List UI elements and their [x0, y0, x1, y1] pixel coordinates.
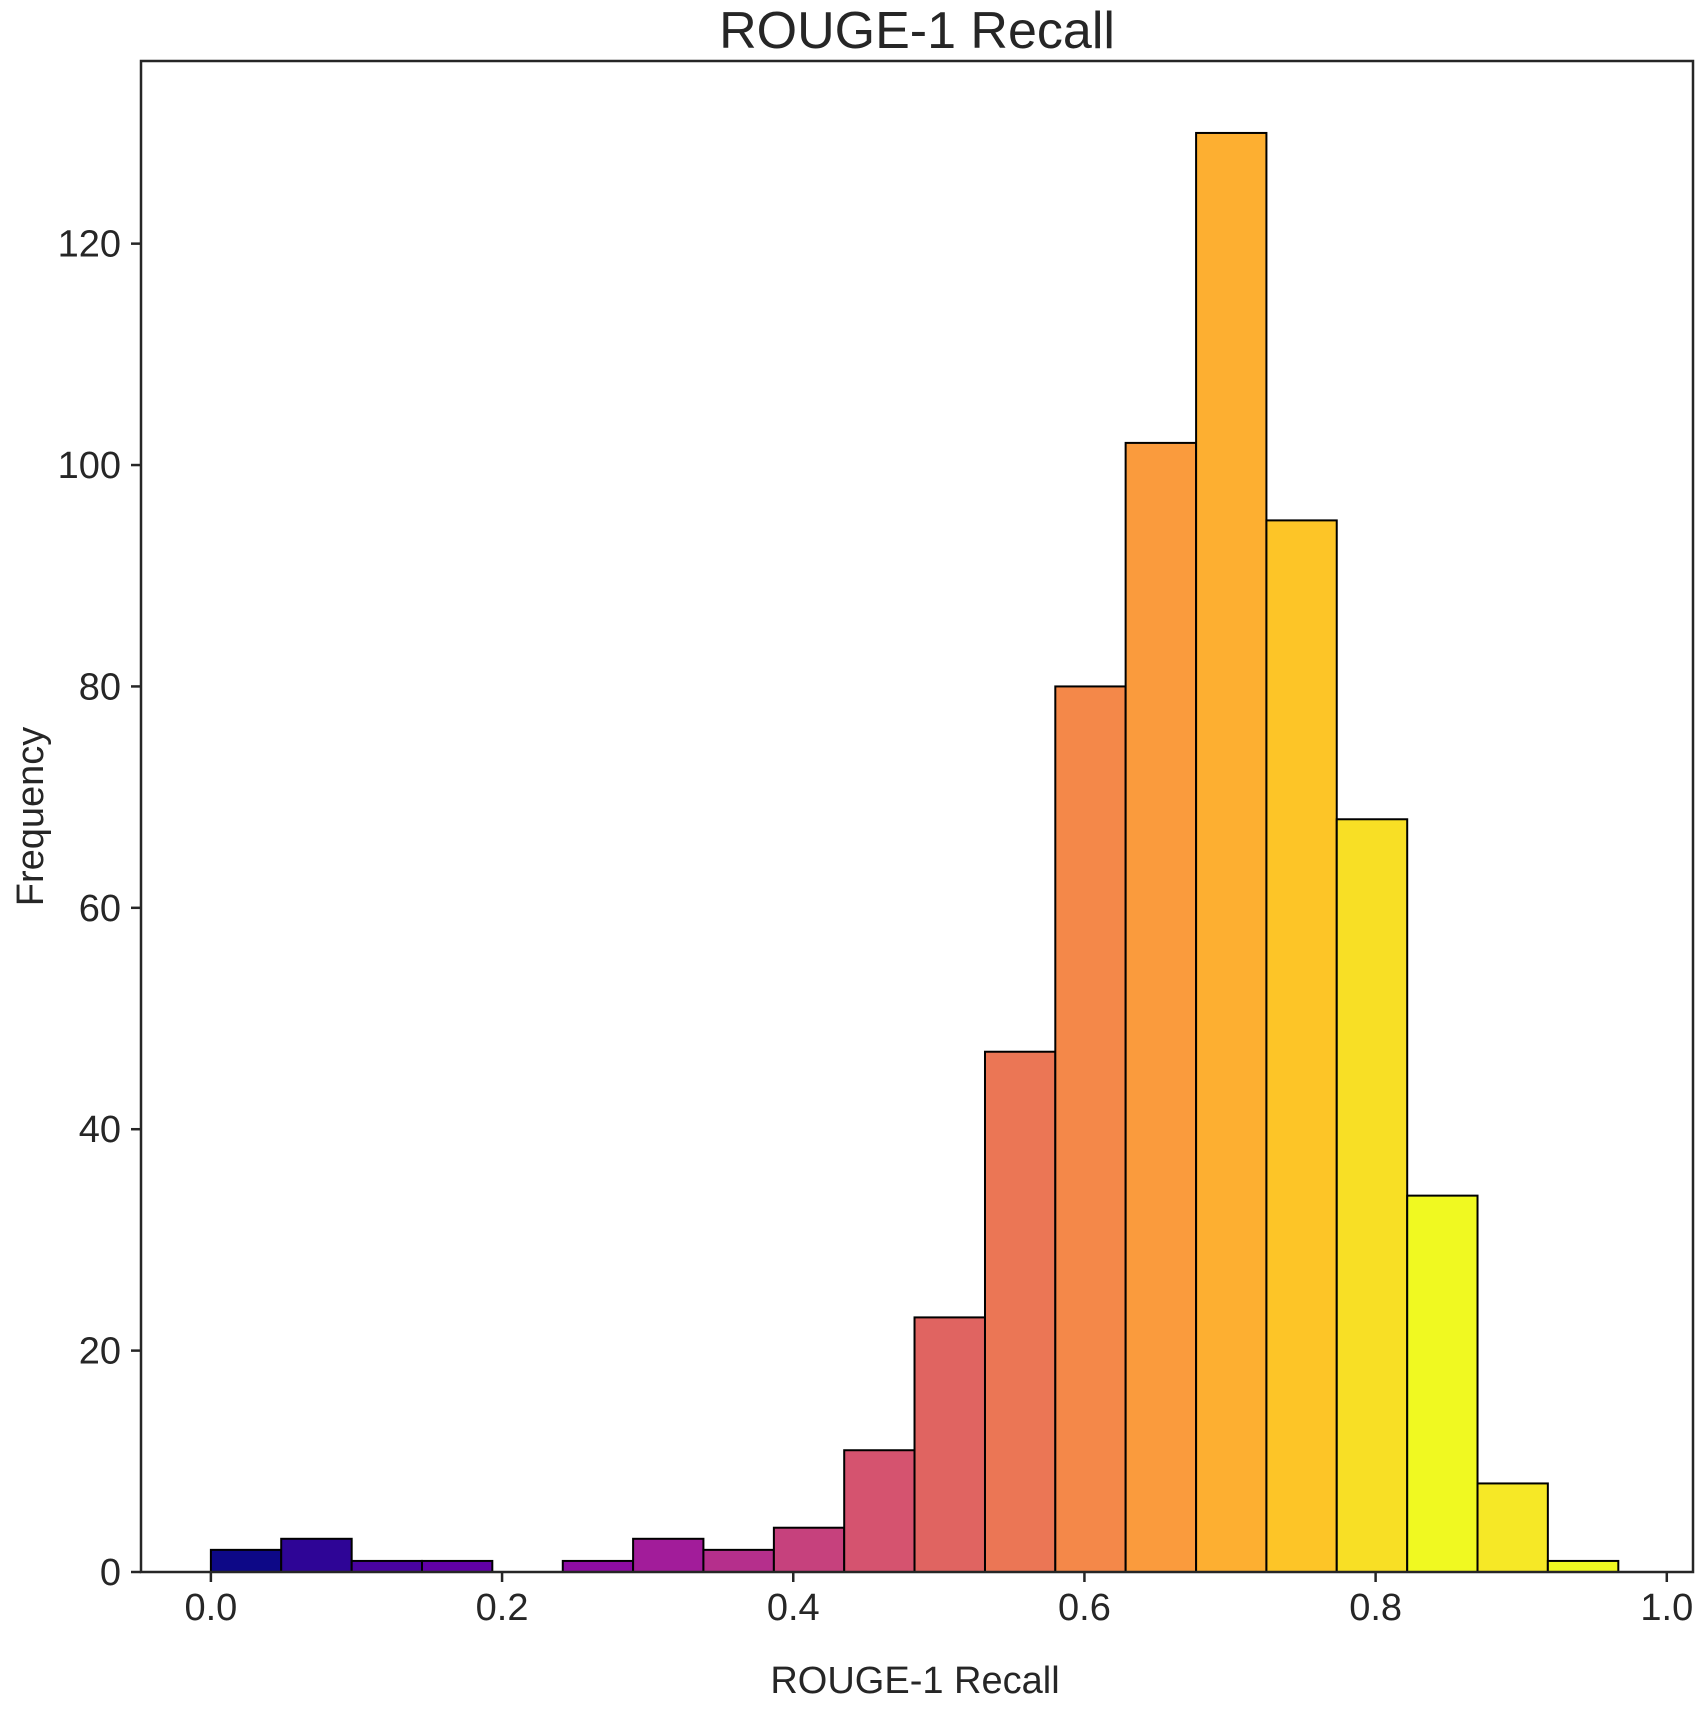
axes-frame: [139, 59, 1695, 1574]
histogram-bar: [632, 1537, 705, 1574]
y-tick-label: 120: [58, 224, 121, 266]
y-tick-label: 60: [79, 888, 121, 930]
histogram-bar: [1265, 519, 1338, 1573]
histogram-bar: [983, 1050, 1057, 1573]
y-tick-label: 100: [58, 445, 121, 487]
histogram-bar: [1335, 818, 1409, 1573]
y-tick-label: 0: [100, 1552, 121, 1594]
histogram-bar: [280, 1537, 353, 1574]
x-tick-label: 1.0: [1640, 1587, 1693, 1629]
y-tick-label: 80: [79, 666, 121, 708]
histogram-bar: [209, 1548, 283, 1574]
histogram-bar: [420, 1559, 494, 1574]
y-ticks: 0 20 40 60 80 100 120: [58, 224, 141, 1594]
histogram-bar: [1124, 441, 1198, 1573]
x-tick-label: 0.2: [476, 1587, 529, 1629]
x-axis-label: ROUGE-1 Recall: [770, 1660, 1059, 1702]
histogram-bar: [1476, 1482, 1549, 1574]
histogram-bar: [1406, 1194, 1479, 1573]
histogram-bar: [561, 1559, 635, 1574]
histogram-bar: [913, 1316, 986, 1574]
histogram-bar: [1546, 1559, 1620, 1574]
histogram-bar: [350, 1559, 423, 1574]
histogram-bar: [1195, 131, 1268, 1573]
histogram-bar: [1054, 685, 1127, 1573]
x-tick-label: 0.4: [767, 1587, 820, 1629]
histogram-bar: [772, 1526, 846, 1573]
histogram-bar: [702, 1548, 775, 1574]
y-tick-label: 20: [79, 1331, 121, 1373]
histogram-bar: [843, 1449, 916, 1573]
x-tick-label: 0.0: [184, 1587, 237, 1629]
y-tick-label: 40: [79, 1109, 121, 1151]
chart-title: ROUGE-1 Recall: [719, 2, 1115, 60]
y-axis-label: Frequency: [10, 727, 52, 907]
x-tick-label: 0.8: [1349, 1587, 1402, 1629]
bars-layer: [209, 131, 1620, 1574]
x-ticks: 0.0 0.2 0.4 0.6 0.8 1.0: [184, 1572, 1693, 1629]
x-tick-label: 0.6: [1058, 1587, 1111, 1629]
